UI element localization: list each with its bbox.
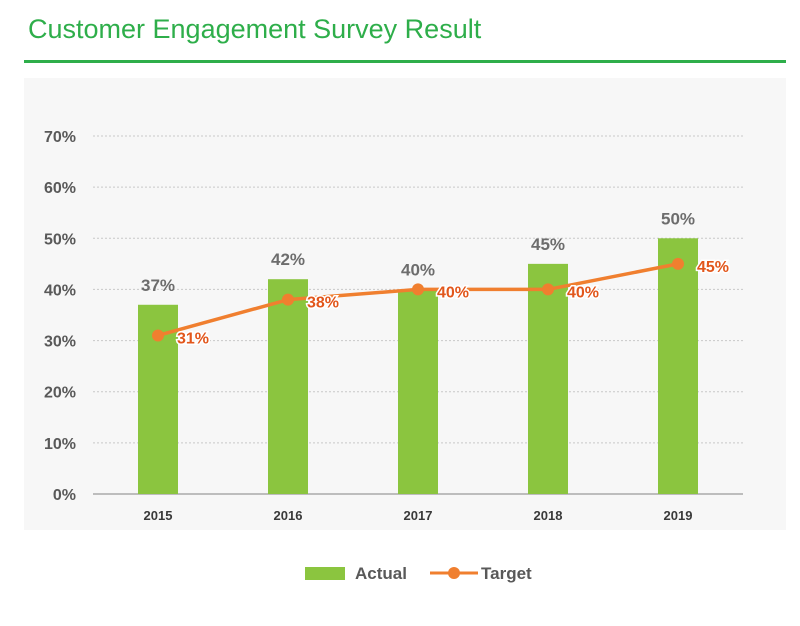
title-divider — [24, 60, 786, 63]
y-tick-label: 0% — [53, 487, 76, 504]
x-tick-label: 2015 — [144, 508, 173, 523]
y-tick-label: 40% — [44, 282, 76, 299]
x-tick-label: 2018 — [534, 508, 563, 523]
bar-value-label: 50% — [661, 209, 695, 228]
target-point — [412, 283, 424, 296]
x-tick-label: 2017 — [404, 508, 433, 523]
target-value-label: 45% — [697, 259, 729, 276]
y-tick-label: 30% — [44, 334, 76, 351]
legend: Actual Target — [0, 560, 800, 590]
y-tick-label: 60% — [44, 180, 76, 197]
target-point — [282, 293, 294, 306]
target-point — [152, 329, 164, 342]
chart-title: Customer Engagement Survey Result — [28, 14, 482, 44]
bar-value-label: 37% — [141, 276, 175, 295]
legend-target-label: Target — [481, 564, 532, 583]
bar-value-label: 42% — [271, 250, 305, 269]
y-tick-label: 70% — [44, 129, 76, 146]
target-value-label: 40% — [567, 284, 599, 301]
y-tick-label: 20% — [44, 385, 76, 402]
target-point — [542, 283, 554, 296]
legend-target-marker — [448, 567, 460, 579]
target-point — [672, 257, 684, 270]
bar-actual — [398, 289, 438, 494]
x-tick-label: 2019 — [664, 508, 693, 523]
bar-actual — [528, 263, 568, 494]
bar-value-label: 40% — [401, 260, 435, 279]
legend-actual-swatch — [305, 567, 345, 580]
bar-actual — [268, 279, 308, 494]
legend-actual-label: Actual — [355, 564, 407, 583]
target-value-label: 38% — [307, 295, 339, 312]
x-tick-label: 2016 — [274, 508, 303, 523]
y-tick-label: 10% — [44, 436, 76, 453]
y-axis-ticks: 0% 10% 20% 30% 40% 50% 60% 70% — [44, 129, 76, 504]
bar-actual — [658, 238, 698, 494]
target-value-label: 31% — [177, 330, 209, 347]
y-tick-label: 50% — [44, 231, 76, 248]
actual-labels: 37% 42% 40% 45% 50% — [141, 209, 695, 294]
x-axis-ticks: 2015 2016 2017 2018 2019 — [144, 508, 693, 523]
target-value-label: 40% — [437, 284, 469, 301]
target-line: 31%38%40% 40%45% — [152, 257, 731, 349]
bar-value-label: 45% — [531, 235, 565, 254]
